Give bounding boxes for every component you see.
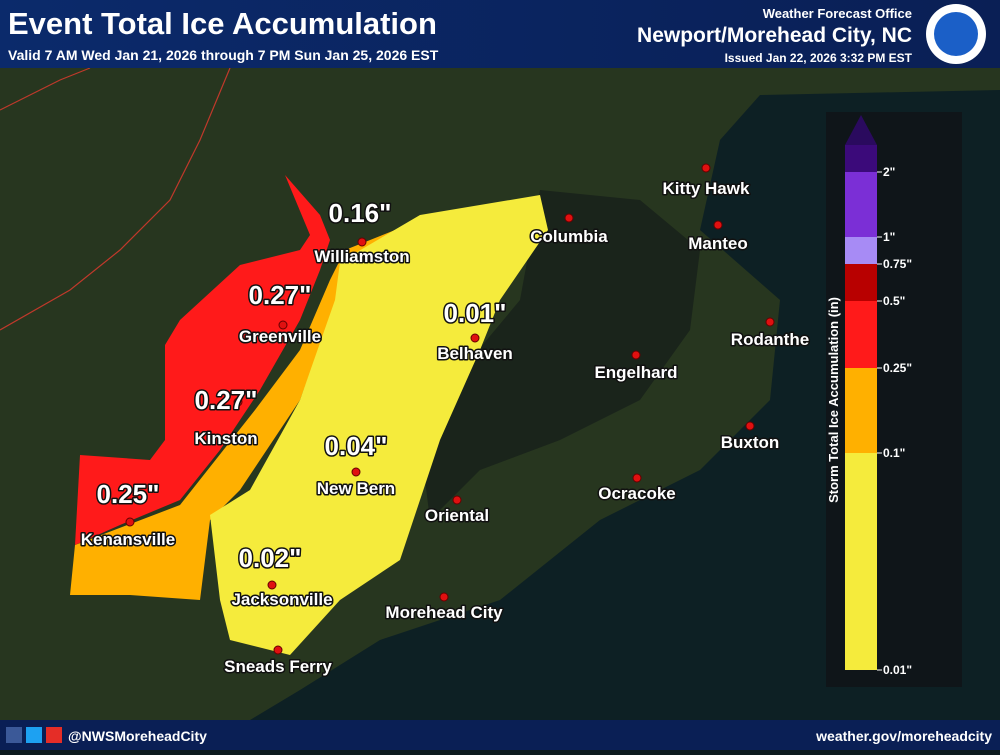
city-dot [564, 213, 574, 223]
legend-swatch [845, 145, 877, 172]
city-name: Ocracoke [598, 484, 676, 503]
legend-swatch [845, 237, 877, 264]
city-name: New Bern [317, 479, 395, 498]
city-name: Engelhard [594, 363, 677, 382]
footer-handle: @NWSMoreheadCity [68, 728, 207, 744]
legend-label: 2" [883, 165, 895, 179]
city-dot [701, 163, 711, 173]
header-bar [0, 0, 1000, 68]
city-dot [125, 517, 135, 527]
border [0, 67, 231, 331]
amount: 0.27" [249, 280, 312, 310]
city-name: Manteo [688, 234, 748, 253]
subtitle: Valid 7 AM Wed Jan 21, 2026 through 7 PM… [8, 47, 439, 63]
city-dot [765, 317, 775, 327]
city-dot [631, 350, 641, 360]
city-name: Williamston [314, 247, 409, 266]
footer-bar [0, 720, 1000, 750]
zone-orange [70, 228, 400, 600]
legend-label: 0.1" [883, 446, 905, 460]
legend-label: 1" [883, 230, 895, 244]
legend-swatch [845, 172, 877, 237]
city-name: Morehead City [385, 603, 503, 622]
legend-swatch [845, 301, 877, 368]
legend-title: Storm Total Ice Accumulation (in) [826, 297, 841, 503]
legend-swatch [845, 453, 877, 670]
zone-red [75, 175, 330, 545]
city-dot [470, 333, 480, 343]
legend-label: 0.5" [883, 294, 905, 308]
legend-swatch [845, 115, 877, 145]
icon [46, 727, 62, 743]
amount: 0.27" [195, 385, 258, 415]
icon [6, 727, 22, 743]
city-name: Sneads Ferry [224, 657, 332, 676]
title: Event Total Ice Accumulation [8, 6, 437, 41]
sound [420, 190, 700, 520]
city-name: Rodanthe [731, 330, 809, 349]
city-name: Oriental [425, 506, 489, 525]
amount: 0.01" [444, 298, 507, 328]
city-dot [713, 220, 723, 230]
legend-label: 0.75" [883, 257, 912, 271]
amount: 0.02" [239, 543, 302, 573]
legend-label: 0.25" [883, 361, 912, 375]
amount: 0.16" [329, 198, 392, 228]
city-name: Columbia [530, 227, 608, 246]
amount: 0.04" [325, 431, 388, 461]
city-dot [273, 645, 283, 655]
city-name: Kinston [194, 429, 257, 448]
city-name: Jacksonville [231, 590, 332, 609]
legend-label: 0.01" [883, 663, 912, 677]
logo [934, 12, 978, 56]
city-dot [357, 237, 367, 247]
city-name: Buxton [721, 433, 780, 452]
city-dot [439, 592, 449, 602]
city-dot [267, 580, 277, 590]
city-name: Kitty Hawk [663, 179, 750, 198]
issued: Issued Jan 22, 2026 3:32 PM EST [725, 51, 913, 65]
city-name: Belhaven [437, 344, 513, 363]
office: Weather Forecast Office [763, 6, 912, 21]
icon [26, 727, 42, 743]
city-dot [452, 495, 462, 505]
zone-yellow [210, 195, 548, 655]
city-dot [745, 421, 755, 431]
city-dot [233, 397, 243, 407]
legend-swatch [845, 264, 877, 301]
city-name: Greenville [239, 327, 321, 346]
amount: 0.25" [97, 479, 160, 509]
city-name: Kenansville [81, 530, 176, 549]
legend-swatch [845, 368, 877, 453]
city-dot [632, 473, 642, 483]
city-dot [278, 320, 288, 330]
border [0, 67, 91, 111]
city-dot [351, 467, 361, 477]
office-name: Newport/Morehead City, NC [637, 24, 912, 47]
footer-url: weather.gov/moreheadcity [815, 728, 992, 744]
